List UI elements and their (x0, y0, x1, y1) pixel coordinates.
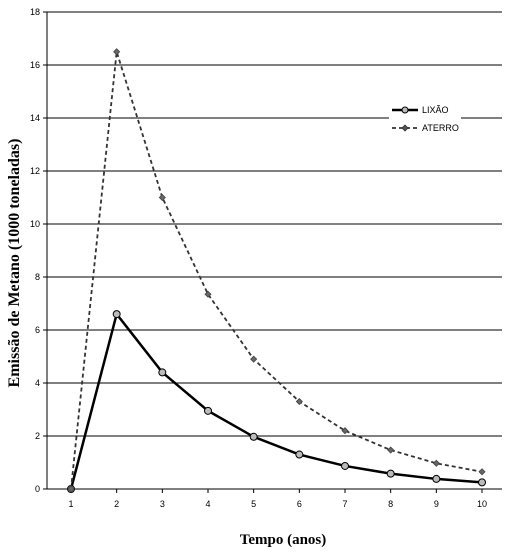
y-tick-label-8: 8 (35, 272, 40, 282)
x-tick-label-2: 2 (114, 499, 119, 509)
x-tick-label-7: 7 (342, 499, 347, 509)
point-lix-o-3 (158, 368, 167, 377)
legend-marker-aterro (401, 124, 409, 132)
point-aterro-6 (295, 397, 303, 406)
point-lix-o-6 (295, 450, 304, 459)
point-aterro-3 (158, 193, 166, 202)
y-tick-label-10: 10 (30, 219, 40, 229)
x-tick-label-3: 3 (160, 499, 165, 509)
x-tick-label-1: 1 (68, 499, 73, 509)
series-layer (67, 48, 486, 493)
legend-box (389, 98, 461, 140)
point-lix-o-10 (478, 478, 486, 487)
x-tick-labels: 1 2 3 4 5 6 7 8 9 10 (68, 499, 487, 509)
x-tick-label-9: 9 (434, 499, 439, 509)
point-lix-o-2 (112, 310, 121, 319)
legend-marker-lixao (401, 106, 409, 114)
x-axis-label: Tempo (anos) (240, 532, 327, 548)
legend: LIXÃO ATERRO (389, 98, 461, 140)
axis-layer (43, 11, 502, 493)
y-tick-label-2: 2 (35, 431, 40, 441)
x-tick-label-8: 8 (388, 499, 393, 509)
point-lix-o-8 (386, 469, 395, 478)
x-tick-label-10: 10 (477, 499, 487, 509)
y-tick-label-4: 4 (35, 378, 40, 388)
x-tick-label-5: 5 (251, 499, 256, 509)
y-tick-label-6: 6 (35, 325, 40, 335)
point-lix-o-7 (341, 461, 349, 470)
y-tick-label-14: 14 (30, 113, 40, 123)
series-line-lix-o (69, 311, 483, 490)
y-tick-label-12: 12 (30, 166, 40, 176)
point-aterro-2 (113, 48, 121, 56)
y-axis-label: Emissão de Metano (1000 toneladas) (6, 139, 23, 388)
point-aterro-4 (204, 290, 212, 298)
x-tick-label-6: 6 (297, 499, 302, 509)
grid-layer (47, 11, 502, 437)
series-line-aterro (70, 51, 483, 490)
point-lix-o-9 (432, 474, 441, 483)
y-tick-label-18: 18 (30, 7, 40, 17)
point-lix-o-4 (204, 406, 212, 415)
point-aterro-9 (432, 459, 440, 467)
legend-label-aterro: ATERRO (422, 123, 459, 133)
point-aterro-10 (478, 468, 486, 476)
point-aterro-1 (67, 485, 75, 493)
point-lix-o-5 (249, 432, 258, 441)
x-tick-label-4: 4 (205, 499, 210, 509)
legend-label-lixao: LIXÃO (422, 105, 449, 115)
y-tick-label-16: 16 (30, 60, 40, 70)
y-tick-label-0: 0 (35, 484, 40, 494)
point-aterro-8 (387, 446, 395, 454)
point-aterro-5 (250, 355, 258, 363)
point-aterro-7 (341, 427, 349, 435)
y-tick-labels: 0 2 4 6 8 10 12 14 16 18 (30, 7, 40, 494)
